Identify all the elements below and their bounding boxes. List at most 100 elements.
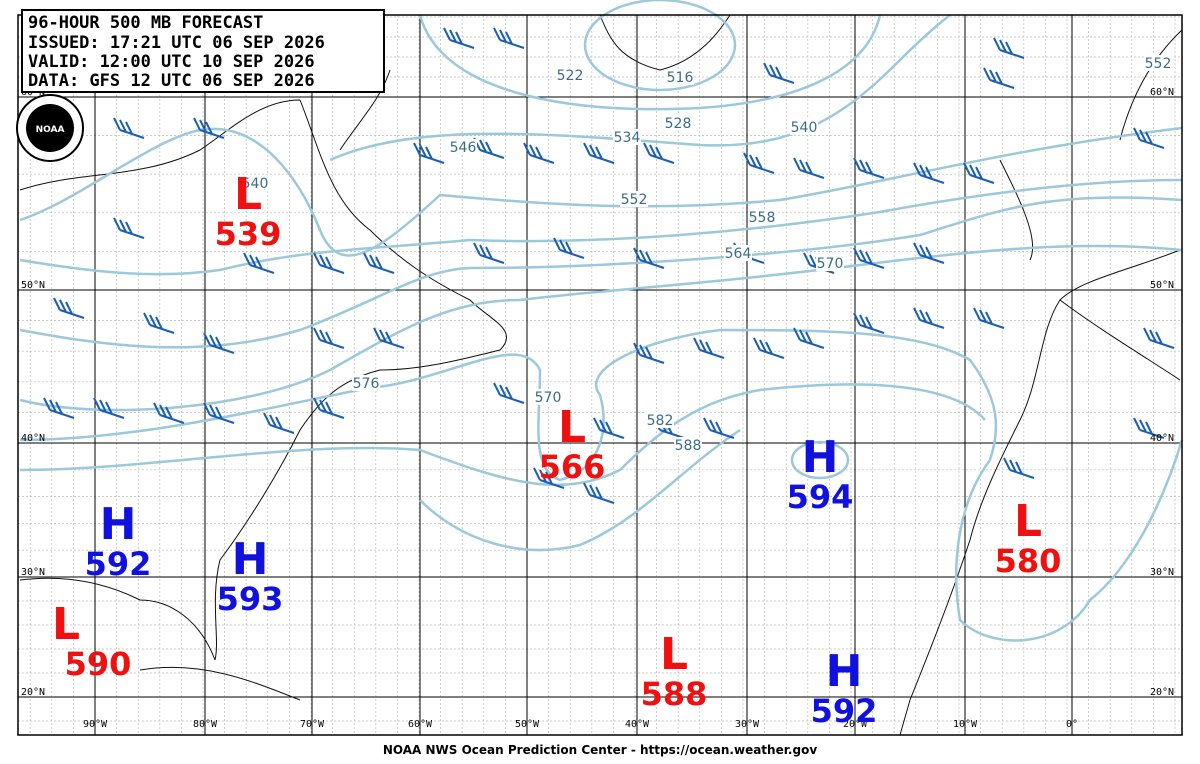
wind-barb <box>633 247 665 269</box>
wind-barb <box>983 67 1015 89</box>
wind-barb <box>113 117 145 139</box>
header-line: VALID: 12:00 UTC 10 SEP 2026 <box>28 52 315 72</box>
center-symbol: L <box>52 599 80 650</box>
center-value: 580 <box>995 542 1062 580</box>
latitude-label: 50°N <box>1150 280 1174 291</box>
center-value: 593 <box>217 580 284 618</box>
header-line: ISSUED: 17:21 UTC 06 SEP 2026 <box>28 33 325 53</box>
logo-inner <box>26 104 74 152</box>
latitude-label: 30°N <box>21 567 45 578</box>
contour-label: 528 <box>665 116 692 132</box>
wind-barb <box>363 252 395 274</box>
contour-label-bg <box>352 375 380 391</box>
wind-barb <box>913 242 945 264</box>
wind-barb <box>853 157 885 179</box>
latitude-label: 60°N <box>1150 87 1174 98</box>
header-line: DATA: GFS 12 UTC 06 SEP 2026 <box>28 71 315 91</box>
wind-barb <box>913 162 945 184</box>
wind-barb <box>993 37 1025 59</box>
contour-line <box>19 178 1183 276</box>
contour-label-bg <box>666 69 694 85</box>
center-value: 588 <box>641 675 708 713</box>
contour-line <box>19 126 1183 257</box>
contour-label-bg <box>816 255 844 271</box>
wind-barb <box>703 417 735 439</box>
wind-barb <box>193 117 225 139</box>
coastlines <box>19 14 1183 736</box>
contour-label: 540 <box>791 120 818 136</box>
footer: NOAA NWS Ocean Prediction Center - https… <box>383 743 817 757</box>
contour-line <box>19 244 1183 412</box>
wind-barb <box>593 417 625 439</box>
latitude-label: 40°N <box>21 433 45 444</box>
center-value: 539 <box>215 215 282 253</box>
contour-label: 516 <box>667 70 694 86</box>
wind-barb <box>1143 327 1175 349</box>
contour-label-bg <box>620 191 648 207</box>
wind-barb <box>493 382 525 404</box>
contour-label: 522 <box>557 68 584 84</box>
contour-label: 546 <box>450 140 477 156</box>
wind-barb <box>413 142 445 164</box>
contour-label: 564 <box>725 246 752 262</box>
longitude-label: 30°W <box>735 719 760 730</box>
contour-label-bg <box>534 389 562 405</box>
latitude-label: 50°N <box>21 280 45 291</box>
contour-line <box>418 14 882 111</box>
center-symbol: L <box>660 629 688 680</box>
contour-label-bg <box>790 119 818 135</box>
wind-barb <box>553 237 585 259</box>
center-symbol: L <box>1014 496 1042 547</box>
center-symbol: H <box>100 499 137 550</box>
coastline <box>19 29 1183 736</box>
wind-barb <box>643 142 675 164</box>
wind-barb <box>963 162 995 184</box>
wind-barb <box>633 342 665 364</box>
wind-barb <box>763 62 795 84</box>
center-value: 566 <box>539 448 606 486</box>
coastline <box>599 14 731 71</box>
map-border <box>17 14 1183 736</box>
wind-barb <box>263 412 295 434</box>
wind-barb <box>203 402 235 424</box>
latitude-label: 20°N <box>21 687 45 698</box>
latitude-label: 40°N <box>1150 433 1174 444</box>
wind-barb <box>793 327 825 349</box>
longitude-label: 70°W <box>300 719 325 730</box>
wind-barb <box>243 252 275 274</box>
wind-barb <box>43 397 75 419</box>
wind-barb <box>913 307 945 329</box>
contour-label: 576 <box>353 376 380 392</box>
longitude-label: 80°W <box>193 719 218 730</box>
wind-barb <box>853 312 885 334</box>
center-value: 592 <box>85 545 152 583</box>
contour-label: 570 <box>817 256 844 272</box>
contour-label-bg <box>664 115 692 131</box>
contour-line <box>19 383 1184 642</box>
wind-barb <box>533 467 565 489</box>
wind-barb <box>313 327 345 349</box>
wind-barb <box>313 397 345 419</box>
wind-barb <box>583 482 615 504</box>
longitude-label: 50°W <box>515 719 540 730</box>
contour-label-bg <box>241 175 269 191</box>
wind-barb <box>583 142 615 164</box>
labels: 90°W 80°W 70°W 60°W 50°W 40°W 30°W 20°W 10°W 0° 60… <box>21 55 1174 730</box>
header-box <box>21 9 385 93</box>
contour-label-bg <box>556 67 584 83</box>
wind-barb <box>1133 417 1165 439</box>
wind-barb <box>143 312 175 334</box>
logo-text: NOAA <box>36 125 65 135</box>
contour-label: 540 <box>242 176 269 192</box>
center-value: 592 <box>811 692 878 730</box>
header-line: 96-HOUR 500 MB FORECAST <box>28 13 263 33</box>
center-symbol: H <box>802 432 839 483</box>
contour-label-bg <box>646 412 674 428</box>
longitude-label: 0° <box>1066 719 1078 730</box>
contour-label: 552 <box>621 192 648 208</box>
contour-line <box>790 440 850 480</box>
center-symbol: H <box>826 646 863 697</box>
contour-line <box>419 428 741 552</box>
wind-barb <box>203 332 235 354</box>
